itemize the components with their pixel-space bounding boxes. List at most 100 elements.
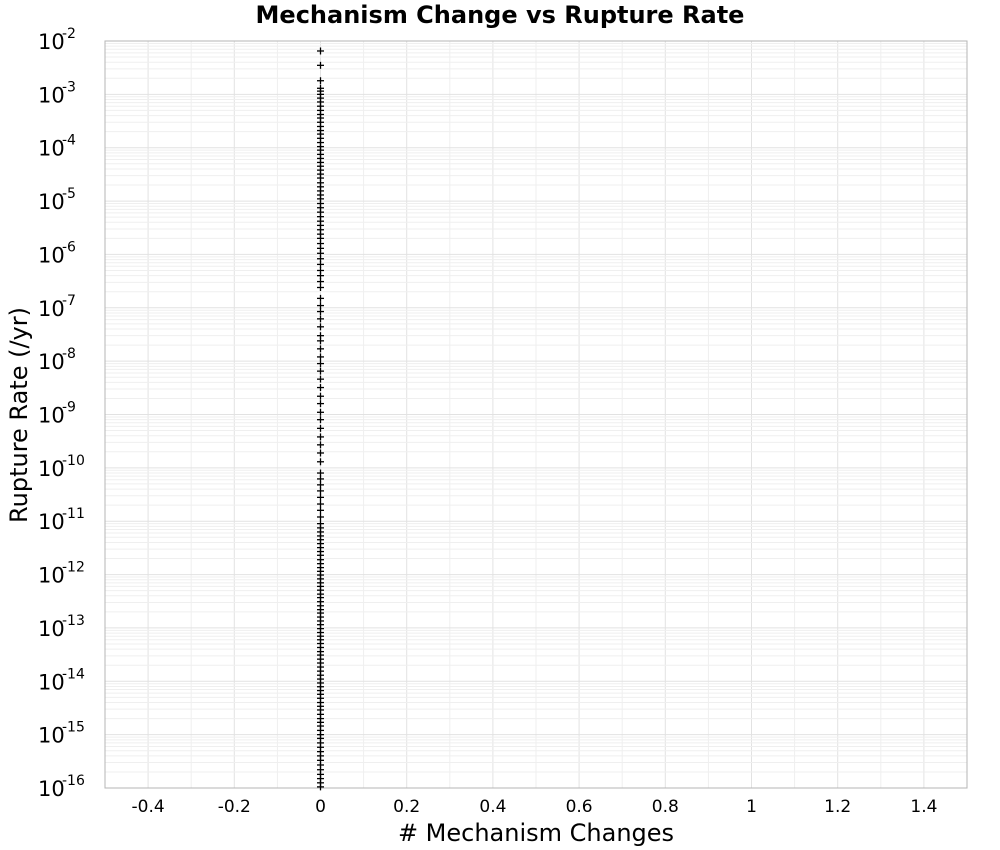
- y-tick-label: 10-16: [38, 773, 85, 801]
- y-tick-label: 10-13: [38, 613, 85, 641]
- y-tick-base: 10: [38, 457, 65, 481]
- data-point: [317, 424, 324, 432]
- data-point: [317, 416, 324, 424]
- y-axis-label: Rupture Rate (/yr): [5, 307, 33, 523]
- data-point: [317, 783, 324, 791]
- x-tick-label: 0.4: [479, 797, 506, 817]
- y-tick-label: 10-4: [38, 133, 76, 161]
- data-point: [317, 375, 324, 383]
- y-tick-base: 10: [38, 30, 65, 54]
- data-point: [317, 458, 324, 466]
- data-point: [317, 278, 324, 286]
- y-axis-ticks: 10-210-310-410-510-610-710-810-910-1010-…: [38, 26, 85, 801]
- y-tick-exponent: -12: [62, 560, 85, 576]
- y-tick-exponent: -10: [62, 453, 85, 469]
- data-point: [317, 302, 324, 310]
- y-tick-label: 10-12: [38, 560, 85, 588]
- data-point: [317, 353, 324, 361]
- y-tick-label: 10-2: [38, 26, 76, 54]
- y-tick-base: 10: [38, 190, 65, 214]
- y-tick-base: 10: [38, 724, 65, 748]
- x-tick-label: 0: [315, 797, 326, 817]
- y-tick-base: 10: [38, 510, 65, 534]
- data-point: [317, 345, 324, 353]
- data-point: [317, 308, 324, 316]
- data-point: [317, 367, 324, 375]
- y-tick-label: 10-8: [38, 346, 76, 374]
- data-point: [317, 283, 324, 291]
- data-point: [317, 469, 324, 477]
- plot-area: [104, 40, 968, 789]
- y-tick-exponent: -6: [62, 239, 76, 255]
- data-point: [317, 475, 324, 483]
- y-tick-exponent: -16: [62, 773, 85, 789]
- data-point: [317, 360, 324, 368]
- data-point: [317, 441, 324, 449]
- data-point: [317, 315, 324, 323]
- data-point: [317, 487, 324, 495]
- y-tick-exponent: -14: [62, 666, 85, 682]
- y-tick-label: 10-15: [38, 720, 85, 748]
- y-tick-label: 10-6: [38, 239, 76, 267]
- x-tick-label: 1: [746, 797, 757, 817]
- data-point: [317, 61, 324, 69]
- y-tick-base: 10: [38, 777, 65, 801]
- y-tick-base: 10: [38, 137, 65, 161]
- data-point: [317, 408, 324, 416]
- x-tick-label: -0.2: [218, 797, 251, 817]
- y-tick-exponent: -9: [62, 400, 76, 416]
- y-tick-exponent: -5: [62, 186, 76, 202]
- y-tick-exponent: -8: [62, 346, 76, 362]
- data-point: [317, 493, 324, 501]
- y-tick-label: 10-14: [38, 666, 85, 694]
- data-point: [317, 337, 324, 345]
- x-tick-label: 0.8: [652, 797, 679, 817]
- data-point: [317, 513, 324, 521]
- x-axis-label: # Mechanism Changes: [398, 819, 674, 847]
- data-point: [317, 323, 324, 331]
- chart-title: Mechanism Change vs Rupture Rate: [256, 1, 745, 29]
- x-tick-label: 0.2: [393, 797, 420, 817]
- y-tick-base: 10: [38, 564, 65, 588]
- y-tick-base: 10: [38, 404, 65, 428]
- data-point: [317, 272, 324, 280]
- y-tick-base: 10: [38, 670, 65, 694]
- data-point: [317, 500, 324, 508]
- data-point: [317, 384, 324, 392]
- data-point: [317, 400, 324, 408]
- y-tick-base: 10: [38, 617, 65, 641]
- data-point: [317, 481, 324, 489]
- x-tick-label: 1.4: [910, 797, 937, 817]
- y-tick-base: 10: [38, 297, 65, 321]
- y-tick-exponent: -2: [62, 26, 76, 42]
- y-tick-label: 10-5: [38, 186, 76, 214]
- data-point: [317, 294, 324, 302]
- y-tick-label: 10-3: [38, 79, 76, 107]
- data-points: [317, 47, 324, 791]
- data-point: [317, 260, 324, 268]
- y-tick-label: 10-11: [38, 506, 85, 534]
- x-tick-label: -0.4: [132, 797, 165, 817]
- data-point: [317, 47, 324, 55]
- y-tick-exponent: -13: [62, 613, 85, 629]
- y-tick-base: 10: [38, 243, 65, 267]
- y-tick-exponent: -4: [62, 133, 76, 149]
- data-point: [317, 449, 324, 457]
- y-tick-label: 10-10: [38, 453, 85, 481]
- y-tick-base: 10: [38, 83, 65, 107]
- y-tick-label: 10-9: [38, 400, 76, 428]
- y-tick-exponent: -15: [62, 720, 85, 736]
- y-tick-label: 10-7: [38, 293, 76, 321]
- x-tick-label: 1.2: [824, 797, 851, 817]
- y-tick-exponent: -3: [62, 79, 76, 95]
- data-point: [317, 392, 324, 400]
- y-tick-base: 10: [38, 350, 65, 374]
- data-point: [317, 77, 324, 85]
- x-tick-label: 0.6: [566, 797, 593, 817]
- grid: [104, 41, 968, 789]
- y-tick-exponent: -11: [62, 506, 85, 522]
- data-point: [317, 506, 324, 514]
- y-tick-exponent: -7: [62, 293, 76, 309]
